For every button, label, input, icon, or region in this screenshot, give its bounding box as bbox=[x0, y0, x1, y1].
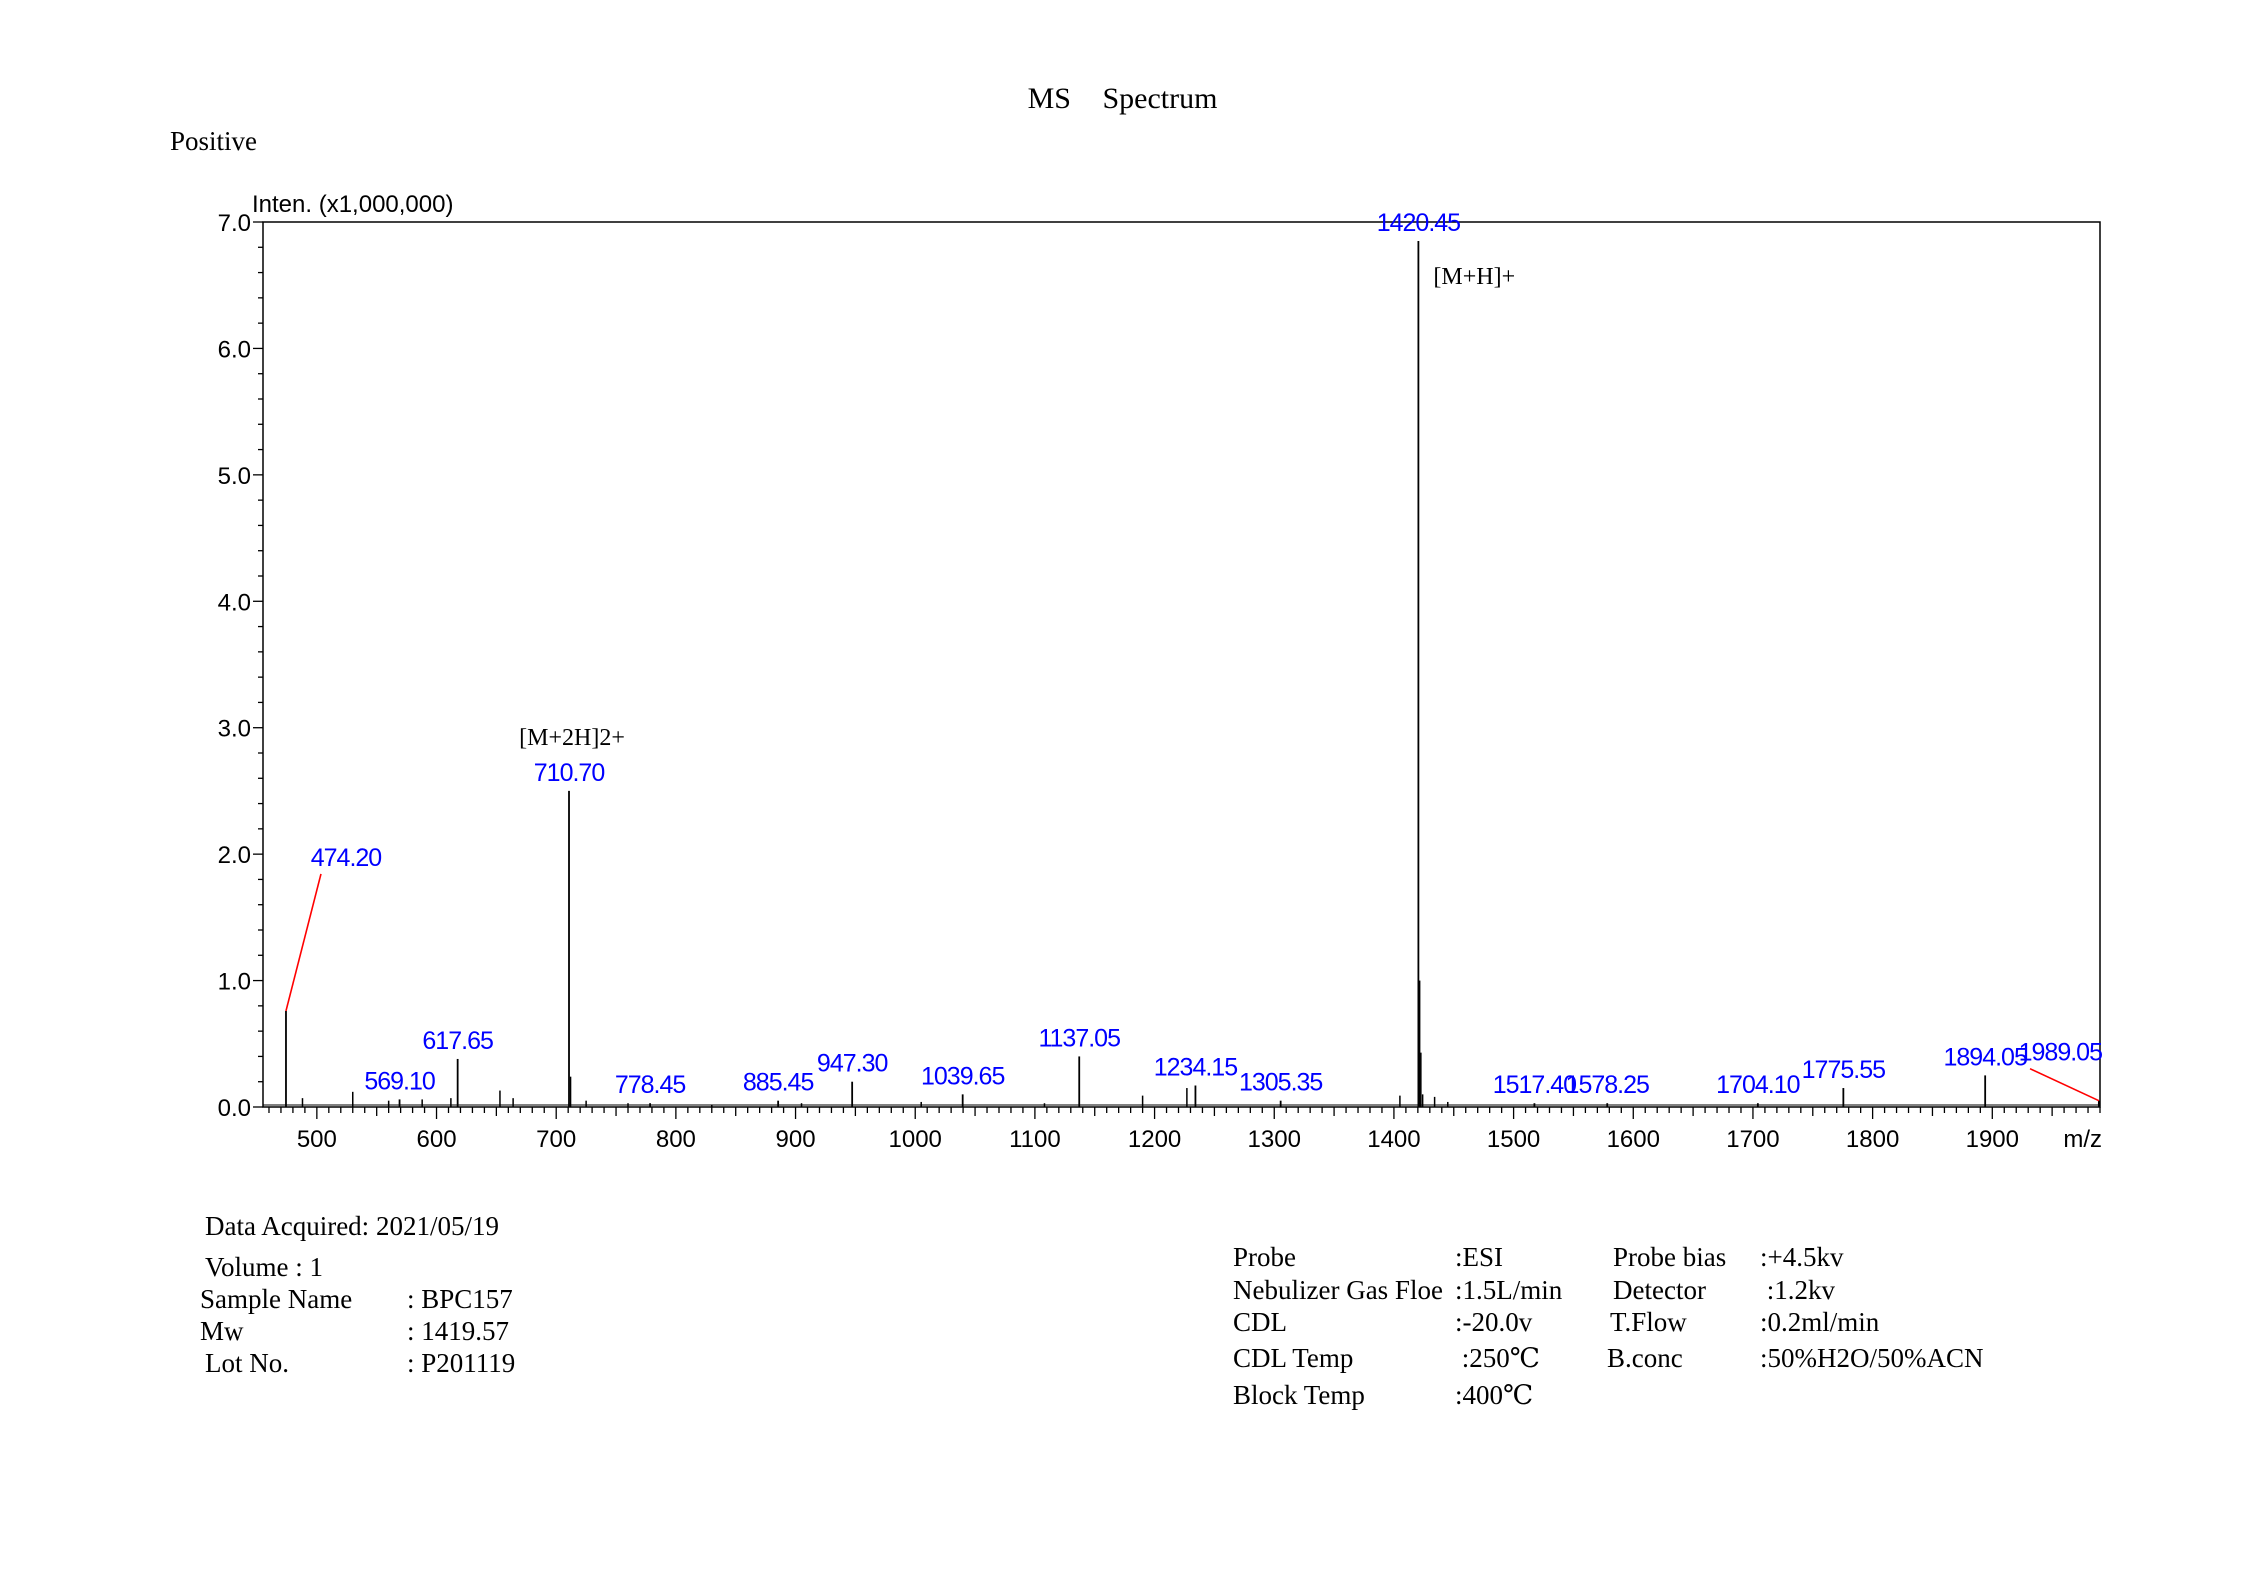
peak-label: 1234.15 bbox=[1154, 1054, 1237, 1082]
y-tick-label: 0.0 bbox=[218, 1095, 251, 1122]
plot-frame bbox=[262, 221, 2101, 1108]
x-tick-label: 1200 bbox=[1128, 1126, 1181, 1153]
peak-label: 1137.05 bbox=[1038, 1024, 1120, 1052]
cdl-value: :-20.0v bbox=[1455, 1307, 1533, 1337]
peak-label: 885.45 bbox=[743, 1069, 814, 1097]
b-conc-value: :50%H2O/50%ACN bbox=[1760, 1343, 1984, 1373]
cdl-temp-value: :250℃ bbox=[1455, 1343, 1540, 1373]
y-tick-label: 7.0 bbox=[218, 210, 251, 237]
t-flow-value: :0.2ml/min bbox=[1760, 1307, 1880, 1337]
peak-label: 569.10 bbox=[364, 1067, 435, 1095]
x-tick-label: 1600 bbox=[1607, 1126, 1660, 1153]
volume: Volume : 1 bbox=[205, 1252, 324, 1282]
cdl-label: CDL bbox=[1233, 1307, 1287, 1337]
nebulizer-gas-value: :1.5L/min bbox=[1455, 1275, 1563, 1305]
peak-label: 1578.25 bbox=[1566, 1071, 1649, 1099]
x-tick-label: 1800 bbox=[1846, 1126, 1899, 1153]
peak-label: 1704.10 bbox=[1716, 1071, 1799, 1099]
peak-label: 778.45 bbox=[615, 1071, 686, 1099]
peak-label: 1305.35 bbox=[1239, 1069, 1322, 1097]
peak-label: 474.20 bbox=[311, 844, 382, 872]
peak-label: 947.30 bbox=[817, 1050, 888, 1078]
x-tick-label: 1700 bbox=[1726, 1126, 1779, 1153]
x-tick-label: 900 bbox=[776, 1126, 816, 1153]
peak-label: 1894.05 bbox=[1943, 1043, 2026, 1071]
peak-label: 1989.05 bbox=[2019, 1039, 2102, 1067]
peak-label: 1039.65 bbox=[921, 1062, 1004, 1090]
x-tick-label: 1500 bbox=[1487, 1126, 1540, 1153]
peak-label: 617.65 bbox=[422, 1027, 493, 1055]
data-acquired: Data Acquired: 2021/05/19 bbox=[205, 1211, 499, 1241]
detector-value: :1.2kv bbox=[1760, 1275, 1836, 1305]
y-tick-label: 5.0 bbox=[218, 463, 251, 490]
detector-label: Detector bbox=[1613, 1275, 1706, 1305]
sample-name-label: Sample Name bbox=[200, 1284, 353, 1314]
sample-name-value: : BPC157 bbox=[407, 1284, 513, 1314]
chart-title: MS Spectrum bbox=[1027, 82, 1218, 115]
x-tick-label: 1000 bbox=[889, 1126, 942, 1153]
probe-bias-label: Probe bias bbox=[1613, 1242, 1727, 1272]
peak-leader-line bbox=[2029, 1067, 2100, 1102]
x-tick-label: 1400 bbox=[1367, 1126, 1420, 1153]
lot-no-value: : P201119 bbox=[407, 1348, 516, 1378]
peak-label: 1420.45 bbox=[1377, 209, 1460, 237]
x-tick-label: 1100 bbox=[1009, 1126, 1061, 1153]
t-flow-label: T.Flow bbox=[1610, 1307, 1687, 1337]
x-tick-label: 500 bbox=[297, 1126, 337, 1153]
mw-label: Mw bbox=[200, 1316, 244, 1346]
block-temp-label: Block Temp bbox=[1233, 1380, 1365, 1410]
polarity-label: Positive bbox=[170, 126, 258, 156]
annotation-m-h: [M+H]+ bbox=[1433, 264, 1515, 290]
peak-label: 1775.55 bbox=[1802, 1056, 1885, 1084]
cdl-temp-label: CDL Temp bbox=[1233, 1343, 1354, 1373]
peak-leader-line bbox=[285, 873, 322, 1012]
probe-bias-value: :+4.5kv bbox=[1760, 1242, 1844, 1272]
peak-label: 1517.40 bbox=[1493, 1071, 1576, 1099]
probe-value: :ESI bbox=[1455, 1242, 1504, 1272]
peak-label: 710.70 bbox=[534, 759, 605, 787]
y-axis-label: Inten. (x1,000,000) bbox=[252, 191, 453, 218]
y-tick-label: 4.0 bbox=[218, 589, 251, 616]
lot-no-label: Lot No. bbox=[205, 1348, 289, 1378]
y-tick-label: 1.0 bbox=[218, 969, 251, 996]
y-tick-label: 2.0 bbox=[218, 842, 251, 869]
y-tick-label: 6.0 bbox=[218, 336, 251, 363]
mw-value: : 1419.57 bbox=[407, 1316, 510, 1346]
x-tick-label: 600 bbox=[417, 1126, 457, 1153]
x-axis-label: m/z bbox=[2063, 1126, 2102, 1153]
x-tick-label: 800 bbox=[656, 1126, 696, 1153]
block-temp-value: :400℃ bbox=[1455, 1380, 1534, 1410]
annotation-m-2h: [M+2H]2+ bbox=[519, 725, 625, 751]
nebulizer-gas-label: Nebulizer Gas Floe bbox=[1233, 1275, 1443, 1305]
probe-label: Probe bbox=[1233, 1242, 1296, 1272]
x-tick-label: 1300 bbox=[1248, 1126, 1301, 1153]
y-tick-label: 3.0 bbox=[218, 716, 251, 743]
x-tick-label: 700 bbox=[536, 1126, 576, 1153]
x-tick-label: 1900 bbox=[1966, 1126, 2019, 1153]
b-conc-label: B.conc bbox=[1607, 1343, 1683, 1373]
